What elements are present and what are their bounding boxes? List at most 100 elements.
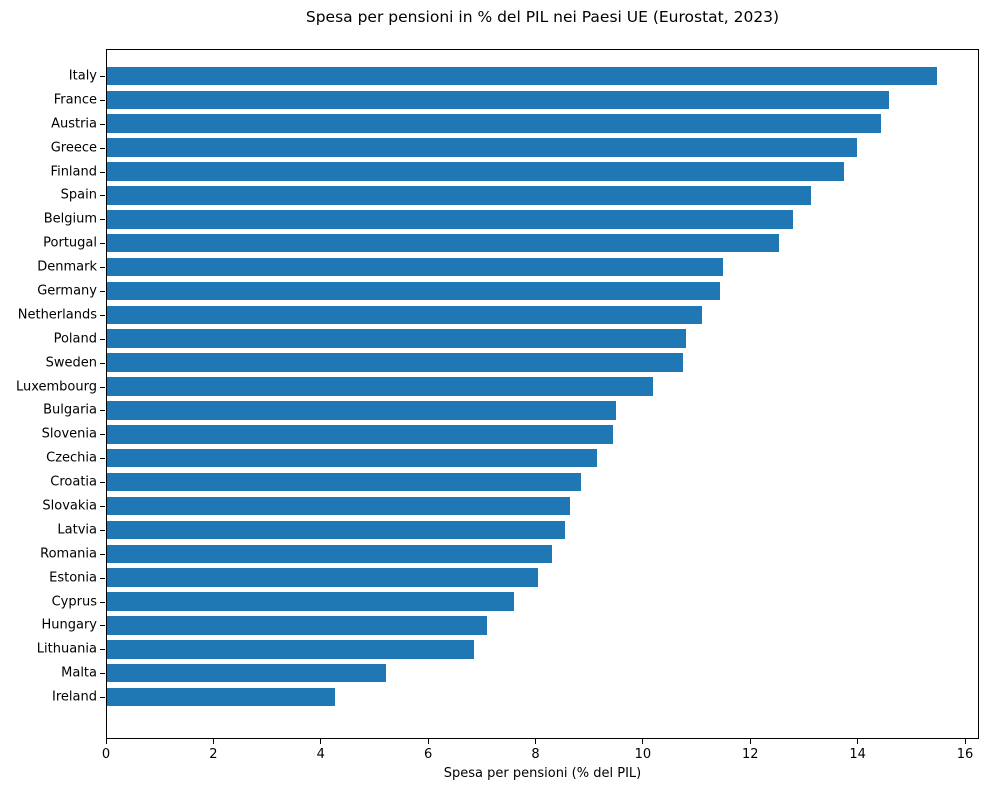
y-tick-mark — [100, 123, 105, 125]
y-tick-mark — [100, 314, 105, 316]
x-tick-label: 14 — [849, 747, 866, 762]
bar — [107, 496, 571, 516]
category-label: Luxembourg — [15, 379, 97, 395]
bar — [107, 640, 474, 659]
bar-row: Latvia — [57, 518, 978, 542]
bar-row: Slovakia — [42, 494, 978, 518]
y-tick-mark — [100, 243, 105, 245]
bar-row: Greece — [51, 136, 978, 160]
bar — [107, 425, 614, 444]
bar-row: Slovenia — [42, 422, 978, 446]
y-tick-mark — [100, 649, 105, 651]
category-label: Czechia — [46, 450, 97, 466]
category-label: Spain — [60, 187, 97, 203]
bar-row: Spain — [61, 183, 978, 207]
y-tick-mark — [100, 219, 105, 221]
bar-row: Poland — [54, 327, 978, 351]
bar — [107, 281, 721, 301]
y-tick-mark — [100, 482, 105, 484]
category-label: Sweden — [45, 355, 97, 371]
category-label: Denmark — [37, 259, 97, 275]
plot-area: Italy France Austria Greece Finland Spai… — [16, 49, 979, 739]
x-tick-mark — [427, 739, 429, 744]
y-tick-mark — [100, 458, 105, 460]
y-tick-mark — [100, 625, 105, 627]
category-label: Ireland — [52, 689, 97, 705]
y-tick-mark — [100, 267, 105, 269]
x-tick-mark — [749, 739, 751, 744]
category-label: France — [53, 92, 97, 108]
y-tick-mark — [100, 577, 105, 579]
bar-row: Belgium — [44, 207, 978, 231]
y-tick-mark — [100, 601, 105, 603]
bar — [107, 329, 686, 348]
bar-row: Sweden — [46, 351, 978, 375]
bar — [107, 66, 938, 86]
x-axis-label: Spesa per pensioni (% del PIL) — [443, 766, 642, 781]
y-tick-mark — [100, 195, 105, 197]
x-tick-mark — [105, 739, 107, 744]
x-tick-mark — [212, 739, 214, 744]
bar — [107, 520, 565, 540]
x-tick-mark — [964, 739, 966, 744]
bar — [107, 233, 780, 253]
y-tick-mark — [100, 362, 105, 364]
category-label: Germany — [37, 283, 97, 299]
bar — [107, 616, 488, 635]
x-tick-label: 4 — [316, 747, 325, 762]
category-label: Slovakia — [42, 498, 97, 514]
x-tick-mark — [857, 739, 859, 744]
category-label: Slovenia — [41, 426, 97, 442]
x-tick-label: 16 — [956, 747, 974, 762]
category-label: Romania — [40, 546, 97, 562]
category-label: Finland — [50, 164, 97, 179]
bar-row: Croatia — [50, 470, 978, 494]
bar-row: Czechia — [46, 446, 978, 470]
x-tick-label: 10 — [634, 747, 652, 762]
category-label: Poland — [53, 331, 97, 347]
bar — [107, 687, 335, 707]
x-tick-mark — [320, 739, 322, 744]
bar-row: Denmark — [37, 255, 978, 279]
y-tick-mark — [100, 673, 105, 675]
bar — [107, 401, 616, 420]
y-tick-mark — [100, 553, 105, 555]
category-label: Greece — [50, 140, 97, 156]
category-label: Bulgaria — [43, 402, 97, 418]
category-label: Croatia — [50, 474, 97, 490]
category-label: Portugal — [43, 235, 97, 251]
category-label: Malta — [61, 665, 97, 681]
bar-row: Austria — [51, 112, 978, 136]
category-label: Netherlands — [17, 307, 97, 323]
category-label: Austria — [51, 116, 97, 132]
x-tick-label: 2 — [209, 747, 218, 762]
category-label: Belgium — [43, 211, 97, 227]
bar-row: Luxembourg — [16, 375, 978, 399]
bar-row: Estonia — [49, 566, 978, 590]
bar-row: Hungary — [41, 613, 978, 637]
bar-row: Netherlands — [18, 303, 978, 327]
category-label: Latvia — [57, 522, 97, 538]
category-label: Estonia — [49, 570, 97, 586]
bar — [107, 377, 654, 396]
category-label: Lithuania — [36, 641, 97, 657]
bar-row: Finland — [51, 160, 978, 184]
bar — [107, 568, 539, 587]
y-tick-mark — [100, 338, 105, 340]
x-tick-label: 0 — [101, 747, 111, 762]
bar — [107, 257, 724, 277]
bar — [107, 353, 683, 372]
x-tick-mark — [642, 739, 644, 744]
y-tick-mark — [100, 290, 105, 292]
y-tick-mark — [100, 697, 105, 699]
category-label: Italy — [68, 68, 97, 84]
bar — [107, 186, 812, 205]
x-tick-mark — [535, 739, 537, 744]
bar-row: Italy — [69, 64, 978, 88]
bar-row: Bulgaria — [43, 398, 978, 422]
x-tick-label: 12 — [741, 747, 759, 762]
bar — [107, 448, 598, 468]
category-label: Hungary — [41, 617, 97, 633]
x-tick-label: 8 — [531, 747, 540, 762]
